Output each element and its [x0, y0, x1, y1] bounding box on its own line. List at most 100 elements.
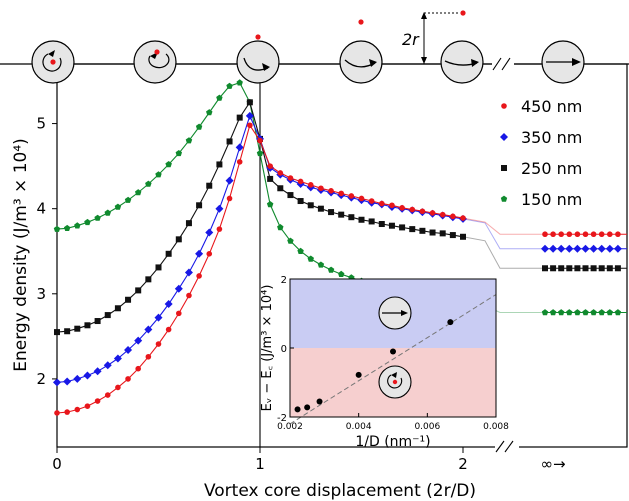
inset-data-point [316, 398, 323, 405]
data-point [104, 209, 111, 216]
data-point [605, 244, 614, 253]
vortex-core-shifted-icon [133, 40, 177, 84]
data-point [155, 171, 162, 178]
data-point [245, 111, 254, 120]
data-point [500, 133, 508, 141]
data-point [277, 185, 284, 192]
data-point [449, 232, 456, 239]
data-point [558, 231, 564, 238]
data-point [615, 231, 621, 238]
inset-data-point [294, 406, 301, 413]
data-point [368, 198, 375, 204]
data-point [541, 309, 549, 316]
data-point [277, 224, 284, 231]
data-point [542, 231, 548, 238]
data-point [598, 231, 605, 238]
data-point [54, 329, 60, 336]
data-point [266, 201, 274, 208]
data-point [582, 309, 589, 316]
data-point [135, 287, 142, 294]
data-point [501, 165, 507, 171]
data-point [94, 214, 101, 221]
y-tick-label: 2 [36, 370, 46, 388]
data-point [606, 309, 613, 316]
data-point [409, 206, 416, 213]
data-point [186, 292, 192, 299]
legend-label: 450 nm [521, 97, 582, 116]
data-point [165, 250, 172, 257]
data-point [338, 190, 345, 197]
inset-plot: 0.002 0.004 0.006 0.008 -2 0 2 1/D (nm⁻¹) Eᵥ … [260, 275, 509, 450]
series-connector [462, 217, 545, 235]
data-point [216, 161, 223, 168]
data-point [287, 192, 294, 199]
data-point [358, 216, 365, 223]
data-point [598, 265, 605, 272]
data-point [378, 221, 385, 228]
data-point [566, 309, 573, 316]
data-point [135, 365, 141, 372]
inset-data-point [355, 371, 362, 378]
data-point [104, 392, 111, 398]
flatter-magnetization-icon [440, 10, 484, 84]
data-point [287, 175, 294, 181]
data-point [93, 367, 102, 376]
data-point [277, 170, 284, 176]
data-point [318, 185, 324, 192]
y-axis-label: Energy density (J/m³ × 10⁴) [11, 138, 31, 372]
data-point [54, 410, 60, 416]
data-point [348, 193, 355, 199]
legend-label: 150 nm [521, 190, 582, 209]
data-point [297, 247, 304, 254]
data-point [206, 250, 213, 257]
data-point [557, 244, 566, 253]
inset-uniform-icon [378, 296, 412, 330]
data-point [368, 218, 375, 225]
series-connector [462, 236, 545, 269]
y-tick-label: 3 [36, 285, 46, 303]
series-450-nm [54, 122, 627, 416]
data-point [287, 237, 294, 244]
data-point [597, 244, 606, 253]
data-point [338, 270, 345, 277]
x-axis-label: Vortex core displacement (2r/D) [204, 481, 476, 501]
data-point [124, 196, 132, 203]
data-point [205, 228, 214, 237]
data-point [589, 244, 598, 253]
data-point [103, 361, 112, 370]
data-point [574, 309, 581, 316]
data-point [558, 265, 565, 272]
data-point [175, 236, 182, 243]
data-point [257, 137, 263, 144]
radius-dimension [421, 12, 460, 64]
data-point [84, 322, 91, 329]
data-point [165, 161, 172, 168]
data-point [307, 202, 314, 209]
data-point [460, 215, 466, 221]
data-point [226, 195, 233, 202]
data-point [573, 244, 582, 253]
data-point [164, 300, 173, 309]
data-point [549, 244, 558, 253]
data-point [267, 163, 273, 169]
data-point [328, 209, 335, 216]
data-point [566, 231, 573, 238]
data-point [206, 109, 213, 116]
data-point [124, 345, 133, 354]
data-point [429, 210, 436, 216]
data-point [236, 159, 243, 165]
data-point [154, 313, 163, 322]
data-point [196, 273, 202, 279]
data-point [558, 309, 565, 316]
data-point [115, 384, 121, 391]
data-point [450, 213, 456, 220]
data-point [429, 229, 436, 236]
fit-line [289, 294, 497, 425]
data-point [53, 225, 61, 232]
data-point [235, 143, 244, 152]
data-point [399, 224, 406, 231]
data-point [73, 374, 82, 383]
data-point [165, 326, 172, 333]
data-point [460, 233, 466, 240]
